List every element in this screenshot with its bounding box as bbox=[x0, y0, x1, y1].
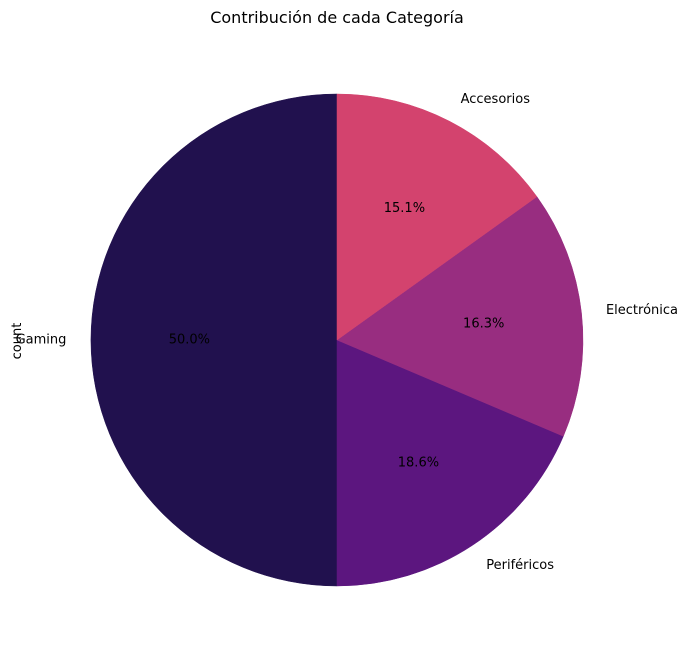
chart-title: Contribución de cada Categoría bbox=[210, 8, 464, 27]
y-axis-label: count bbox=[10, 323, 25, 360]
slice-percent-accesorios: 15.1% bbox=[384, 201, 425, 216]
pie-labels: Gaming 50.0% Periféricos 18.6% Electrónica 16… bbox=[16, 92, 678, 573]
slice-percent-electrónica: 16.3% bbox=[463, 316, 504, 331]
slice-label-periféricos: Periféricos bbox=[486, 558, 554, 573]
slice-label-accesorios: Accesorios bbox=[461, 92, 531, 107]
pie-slices bbox=[90, 93, 584, 587]
slice-percent-gaming: 50.0% bbox=[169, 333, 210, 348]
pie-slice-accesorios bbox=[336, 93, 538, 341]
pie-slice-periféricos bbox=[336, 339, 564, 587]
pie-slice-gaming bbox=[90, 93, 338, 587]
slice-label-electrónica: Electrónica bbox=[606, 303, 678, 318]
pie-slice-electrónica bbox=[336, 196, 584, 437]
slice-label-gaming: Gaming bbox=[16, 333, 67, 348]
slice-percent-periféricos: 18.6% bbox=[398, 456, 439, 471]
